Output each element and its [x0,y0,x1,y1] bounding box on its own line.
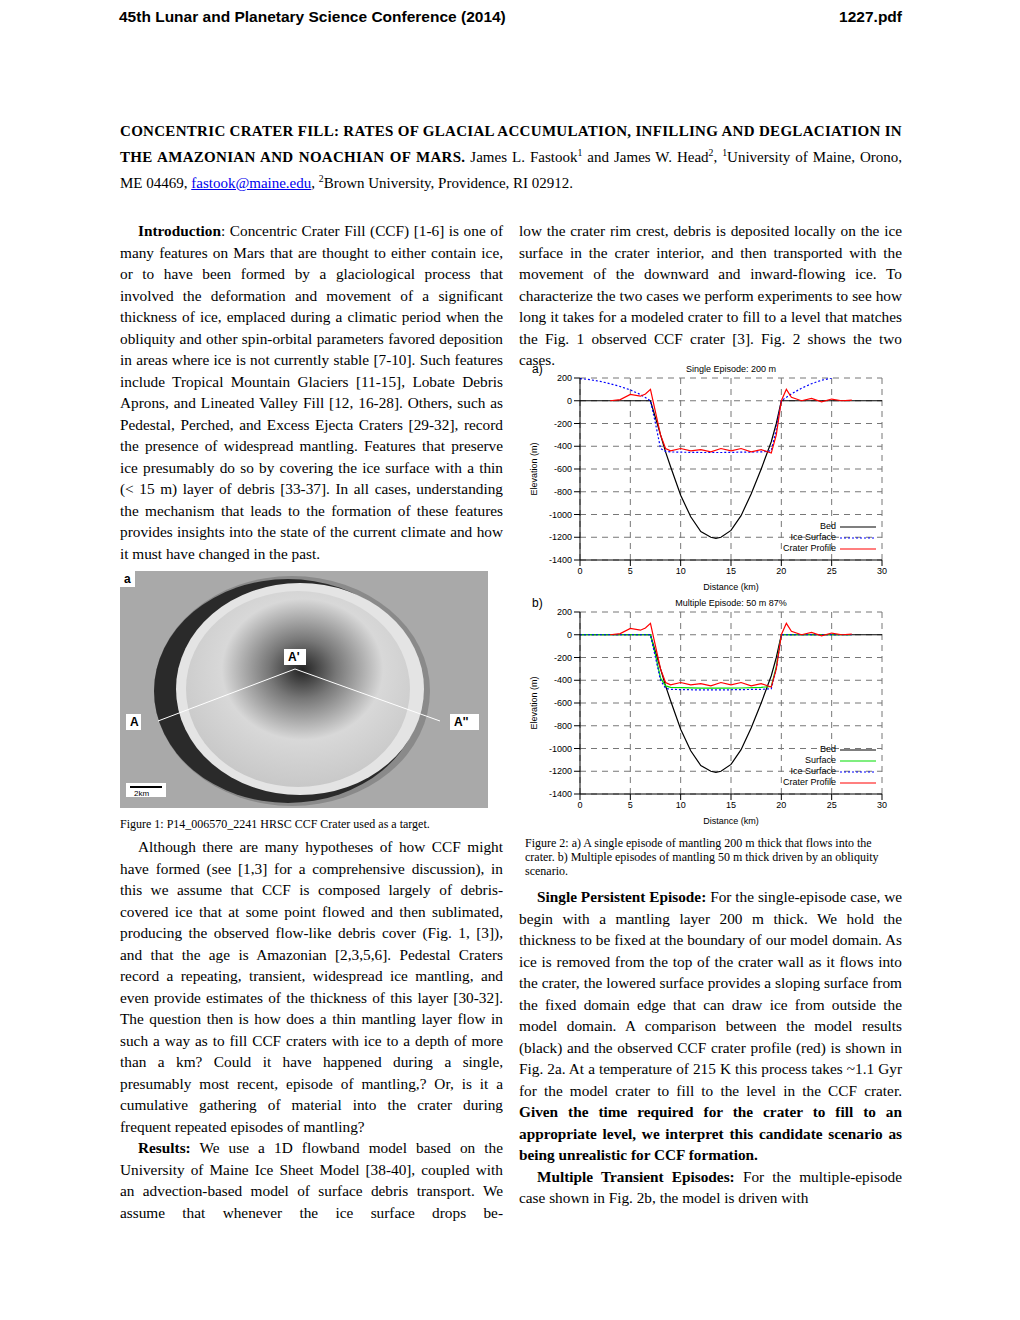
html-text:CONCENTRIC CRATER FILL: RATES: CONCENTRIC CRATER FILL: RATES OF GLACIAL… [120,123,902,191]
svg-text:-200: -200 [554,653,572,663]
svg-text:0: 0 [567,396,572,406]
html-text:Bed: Bed [820,521,836,531]
svg-text:-200: -200 [554,419,572,429]
svg-text:0: 0 [567,630,572,640]
svg-text:5: 5 [628,566,633,576]
html-text:Multiple Transient Episodes: F: Multiple Transient Episodes: For the mul… [519,1167,902,1206]
svg-text:30: 30 [877,566,887,576]
svg-text:-600: -600 [554,464,572,474]
svg-text:10: 10 [676,566,686,576]
svg-text:A': A' [288,650,300,664]
html-text:Introduction: Concentric Crate: Introduction: Concentric Crater Fill (CC… [120,222,503,562]
svg-text:25: 25 [827,566,837,576]
html-text:1227.pdf: 1227.pdf [839,8,902,25]
svg-text:A: A [130,715,139,729]
svg-text:0: 0 [577,566,582,576]
html-text:Single Persistent Episode: For: Single Persistent Episode: For the singl… [519,888,902,1099]
html-text:b): b) [532,596,543,610]
svg-text:10: 10 [676,800,686,810]
svg-text:25: 25 [827,800,837,810]
svg-text:-1400: -1400 [549,789,572,799]
svg-text:-400: -400 [554,675,572,685]
html-text:Bed: Bed [820,744,836,754]
svg-text:Distance (km): Distance (km) [703,582,759,592]
svg-text:-800: -800 [554,487,572,497]
svg-text:-1000: -1000 [549,744,572,754]
html-text:45th Lunar and Planetary Scien: 45th Lunar and Planetary Science Confere… [119,8,506,25]
svg-text:-1400: -1400 [549,555,572,565]
html-text:Surface: Surface [805,755,836,765]
svg-text:15: 15 [726,566,736,576]
svg-text:-800: -800 [554,721,572,731]
svg-text:Elevation (m): Elevation (m) [529,676,539,729]
html-text:low the crater rim crest, debr: low the crater rim crest, debris is depo… [519,222,902,368]
svg-text:-1000: -1000 [549,510,572,520]
svg-text:15: 15 [726,800,736,810]
svg-text:a: a [124,572,131,586]
html-text:Ice Surface: Ice Surface [790,766,836,776]
svg-text:20: 20 [776,800,786,810]
html-text:Crater Profile: Crater Profile [783,777,836,787]
svg-text:-1200: -1200 [549,532,572,542]
html-text:Ice Surface: Ice Surface [790,532,836,542]
svg-text:-400: -400 [554,441,572,451]
html-text:Single Episode: 200 m: Single Episode: 200 m [686,364,776,374]
svg-text:A'': A'' [454,715,469,729]
svg-text:200: 200 [557,607,572,617]
html-text:Figure 1: P14_006570_2241 HRSC: Figure 1: P14_006570_2241 HRSC CCF Crate… [120,817,430,831]
svg-text:0: 0 [577,800,582,810]
html-text:Given the time required for th: Given the time required for the crater t… [519,1103,902,1163]
svg-text:30: 30 [877,800,887,810]
html-text:Results: We use a 1D flowband: Results: We use a 1D flowband model base… [120,1139,503,1221]
svg-text:2km: 2km [134,789,149,798]
html-text:Figure 2: a) A single episode: Figure 2: a) A single episode of mantlin… [525,836,879,878]
html-text:a): a) [532,362,543,376]
html-text:Multiple Episode: 50 m 87%: Multiple Episode: 50 m 87% [675,598,787,608]
svg-text:20: 20 [776,566,786,576]
html-text:Crater Profile: Crater Profile [783,543,836,553]
svg-text:-1200: -1200 [549,766,572,776]
svg-text:Distance (km): Distance (km) [703,816,759,826]
svg-text:Elevation (m): Elevation (m) [529,442,539,495]
svg-text:-600: -600 [554,698,572,708]
html-text:Although there are many hypoth: Although there are many hypotheses of ho… [120,838,503,1135]
svg-text:200: 200 [557,373,572,383]
svg-text:5: 5 [628,800,633,810]
